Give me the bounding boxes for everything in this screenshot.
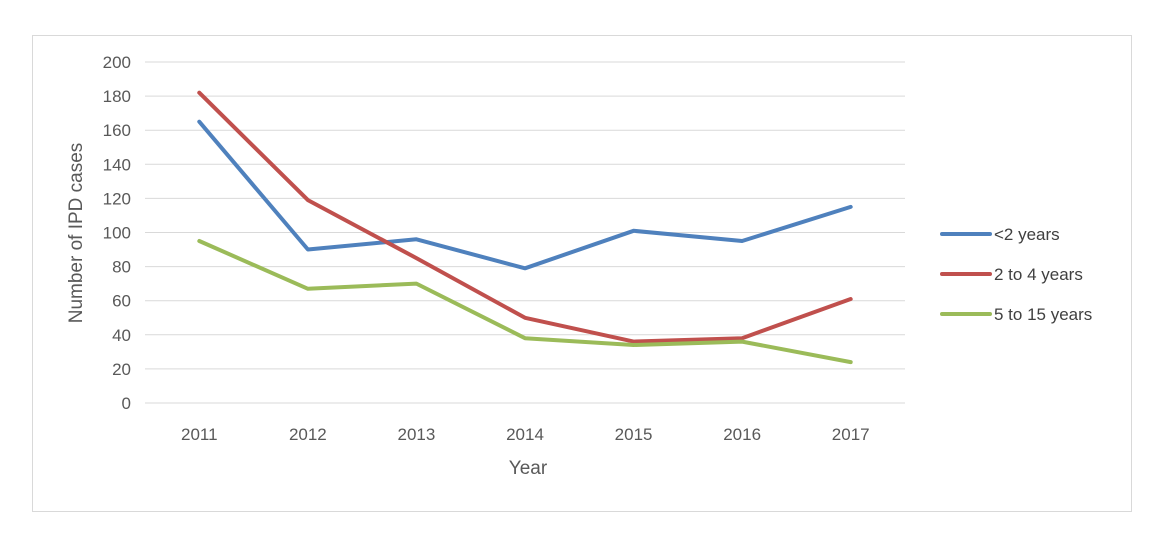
x-tick-label: 2011 (181, 425, 218, 444)
x-axis-ticks: 2011 2012 2013 2014 2015 2016 2017 (181, 425, 870, 444)
legend: <2 years 2 to 4 years 5 to 15 years (940, 225, 1092, 324)
x-tick-label: 2016 (723, 425, 761, 444)
x-tick-label: 2017 (832, 425, 870, 444)
x-tick-label: 2013 (398, 425, 436, 444)
y-tick-label: 80 (112, 258, 131, 277)
legend-label: <2 years (994, 225, 1060, 244)
x-tick-label: 2012 (289, 425, 327, 444)
series-line (197, 119, 853, 271)
legend-label: 2 to 4 years (994, 265, 1083, 284)
x-tick-label: 2014 (506, 425, 544, 444)
series-lines (197, 90, 853, 365)
series-line (197, 239, 853, 365)
y-tick-label: 100 (103, 224, 131, 243)
series-line (197, 90, 853, 344)
y-tick-label: 160 (103, 121, 131, 140)
y-tick-label: 40 (112, 326, 131, 345)
y-tick-label: 60 (112, 292, 131, 311)
legend-label: 5 to 15 years (994, 305, 1092, 324)
x-axis-title: Year (509, 458, 548, 479)
y-tick-label: 120 (103, 189, 131, 208)
y-tick-label: 180 (103, 87, 131, 106)
gridlines (145, 61, 905, 404)
y-tick-label: 0 (122, 394, 131, 413)
y-tick-label: 20 (112, 360, 131, 379)
y-axis-ticks: 0 20 40 60 80 100 120 140 160 180 200 (103, 53, 131, 413)
y-tick-label: 140 (103, 155, 131, 174)
y-tick-label: 200 (103, 53, 131, 72)
x-tick-label: 2015 (615, 425, 653, 444)
y-axis-title: Number of IPD cases (66, 143, 87, 324)
